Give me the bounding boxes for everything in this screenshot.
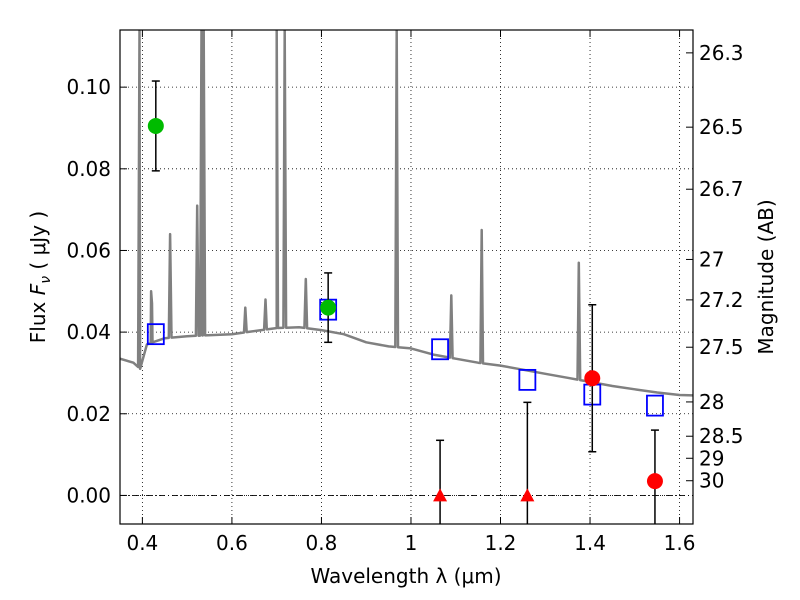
measurement-point xyxy=(584,370,601,387)
upper-limit-triangle xyxy=(433,488,448,502)
data-points xyxy=(146,80,664,524)
right-tick-label: 26.3 xyxy=(699,41,744,65)
upper-limit-triangle xyxy=(520,488,535,502)
x-axis-title: Wavelength λ (μm) xyxy=(310,564,501,588)
model-flux-square xyxy=(146,323,165,346)
model-spectrum xyxy=(120,30,693,397)
right-tick-label: 27.5 xyxy=(699,335,744,359)
plot-frame xyxy=(119,29,694,525)
x-tick-label: 0.6 xyxy=(216,531,248,555)
y-tick-label: 0.10 xyxy=(66,75,111,99)
model-flux-square xyxy=(518,368,537,391)
model-flux-square xyxy=(431,338,449,361)
right-tick-label: 28 xyxy=(699,390,724,414)
right-tick-label: 26.5 xyxy=(699,115,744,139)
y-axis-title: Flux Fν ( μJy ) xyxy=(26,211,54,343)
right-tick-label: 29 xyxy=(699,446,724,470)
right-axis-title: Magnitude (AB) xyxy=(754,199,778,354)
detection-point xyxy=(320,299,337,316)
right-tick-label: 27 xyxy=(699,247,724,271)
y-tick-label: 0.02 xyxy=(66,402,111,426)
x-tick-label: 1.2 xyxy=(485,531,517,555)
tick-labels: 0.4 0.6 0.8 1 1.2 1.4 1.6 0.00 0.02 0.04 0.06 0.08 0… xyxy=(66,41,743,555)
measurement-point xyxy=(646,473,663,490)
right-tick-label: 26.7 xyxy=(699,177,744,201)
x-tick-label: 1.4 xyxy=(574,531,606,555)
y-tick-label: 0.04 xyxy=(66,320,111,344)
y-tick-label: 0.00 xyxy=(66,483,111,507)
y-tick-label: 0.06 xyxy=(66,238,111,262)
model-flux-square xyxy=(646,394,664,417)
detection-point xyxy=(147,117,164,134)
y-tick-label: 0.08 xyxy=(66,157,111,181)
x-tick-label: 0.4 xyxy=(126,531,158,555)
x-tick-label: 1.6 xyxy=(664,531,696,555)
right-tick-label: 27.2 xyxy=(699,288,744,312)
axis-ticks xyxy=(120,30,693,524)
right-tick-label: 28.5 xyxy=(699,424,744,448)
model-spectrum-line xyxy=(120,30,693,397)
x-tick-label: 0.8 xyxy=(306,531,338,555)
x-tick-label: 1 xyxy=(405,531,418,555)
right-tick-label: 30 xyxy=(699,469,724,493)
